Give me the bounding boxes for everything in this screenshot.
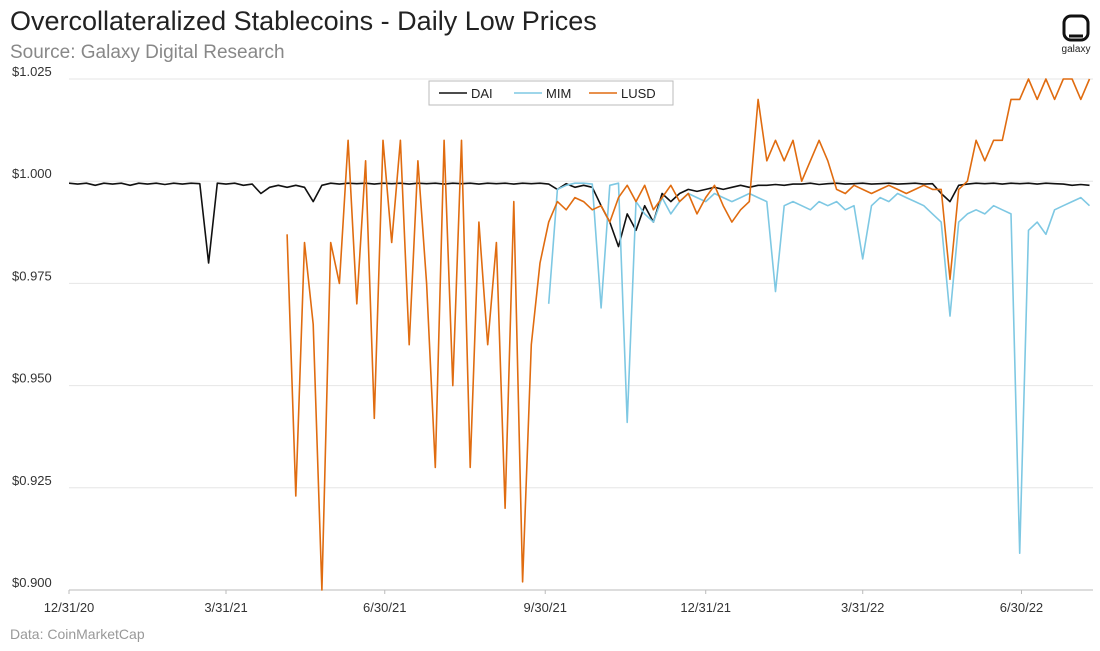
x-tick-label: 6/30/21 xyxy=(363,600,406,615)
series-line xyxy=(547,182,1091,554)
logo: galaxy xyxy=(1062,14,1091,55)
logo-text: galaxy xyxy=(1062,44,1091,55)
source-note: Data: CoinMarketCap xyxy=(10,626,145,642)
y-tick-label: $0.950 xyxy=(12,371,52,386)
legend-box xyxy=(428,80,674,106)
x-tick-label: 3/31/21 xyxy=(204,600,247,615)
y-tick-label: $1.000 xyxy=(12,166,52,181)
legend-label: DAI xyxy=(471,86,493,101)
logo-icon xyxy=(1062,14,1090,42)
x-tick-label: 12/31/20 xyxy=(44,600,95,615)
chart-title: Overcollateralized Stablecoins - Daily L… xyxy=(10,6,597,36)
y-tick-label: $1.025 xyxy=(12,64,52,79)
y-tick-label: $0.900 xyxy=(12,575,52,590)
series-line xyxy=(286,78,1091,591)
chart-subtitle: Source: Galaxy Digital Research xyxy=(10,42,285,63)
plot-area xyxy=(69,78,1091,591)
y-tick-label: $0.975 xyxy=(12,268,52,283)
y-tick-label: $0.925 xyxy=(12,473,52,488)
x-tick-label: 12/31/21 xyxy=(680,600,731,615)
legend-label: MIM xyxy=(546,86,571,101)
legend-label: LUSD xyxy=(621,86,656,101)
x-tick-label: 9/30/21 xyxy=(524,600,567,615)
x-tick-label: 3/31/22 xyxy=(841,600,884,615)
x-tick-label: 6/30/22 xyxy=(1000,600,1043,615)
series-line xyxy=(69,182,1090,264)
